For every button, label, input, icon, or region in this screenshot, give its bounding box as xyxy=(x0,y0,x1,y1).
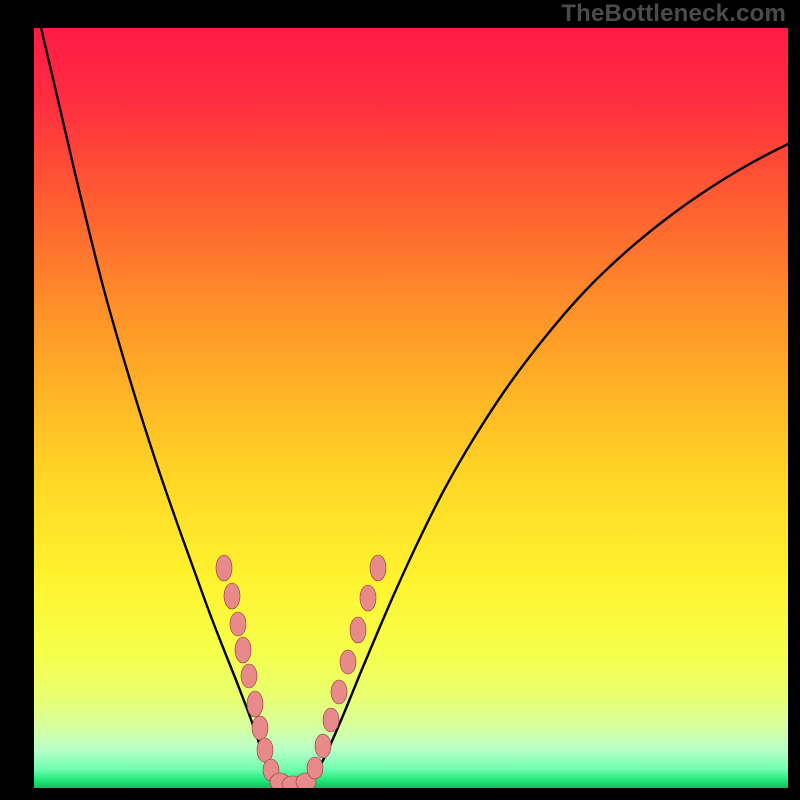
curve-marker xyxy=(350,617,366,643)
curve-marker xyxy=(252,716,268,740)
plot-area xyxy=(34,28,788,788)
curve-marker xyxy=(241,664,257,688)
curve-marker xyxy=(315,734,331,758)
curve-marker xyxy=(360,585,376,611)
v-curve xyxy=(41,28,788,785)
curve-marker xyxy=(340,650,356,674)
chart-svg xyxy=(34,28,788,788)
watermark-text: TheBottleneck.com xyxy=(561,0,786,28)
curve-marker xyxy=(331,680,347,704)
curve-marker xyxy=(216,555,232,581)
curve-marker xyxy=(247,691,263,717)
curve-marker xyxy=(235,637,251,663)
curve-marker xyxy=(224,583,240,609)
curve-marker xyxy=(323,708,339,732)
chart-frame: TheBottleneck.com xyxy=(0,0,800,800)
curve-marker xyxy=(230,612,246,636)
curve-marker xyxy=(307,757,323,779)
curve-marker xyxy=(370,555,386,581)
curve-marker xyxy=(257,738,273,762)
